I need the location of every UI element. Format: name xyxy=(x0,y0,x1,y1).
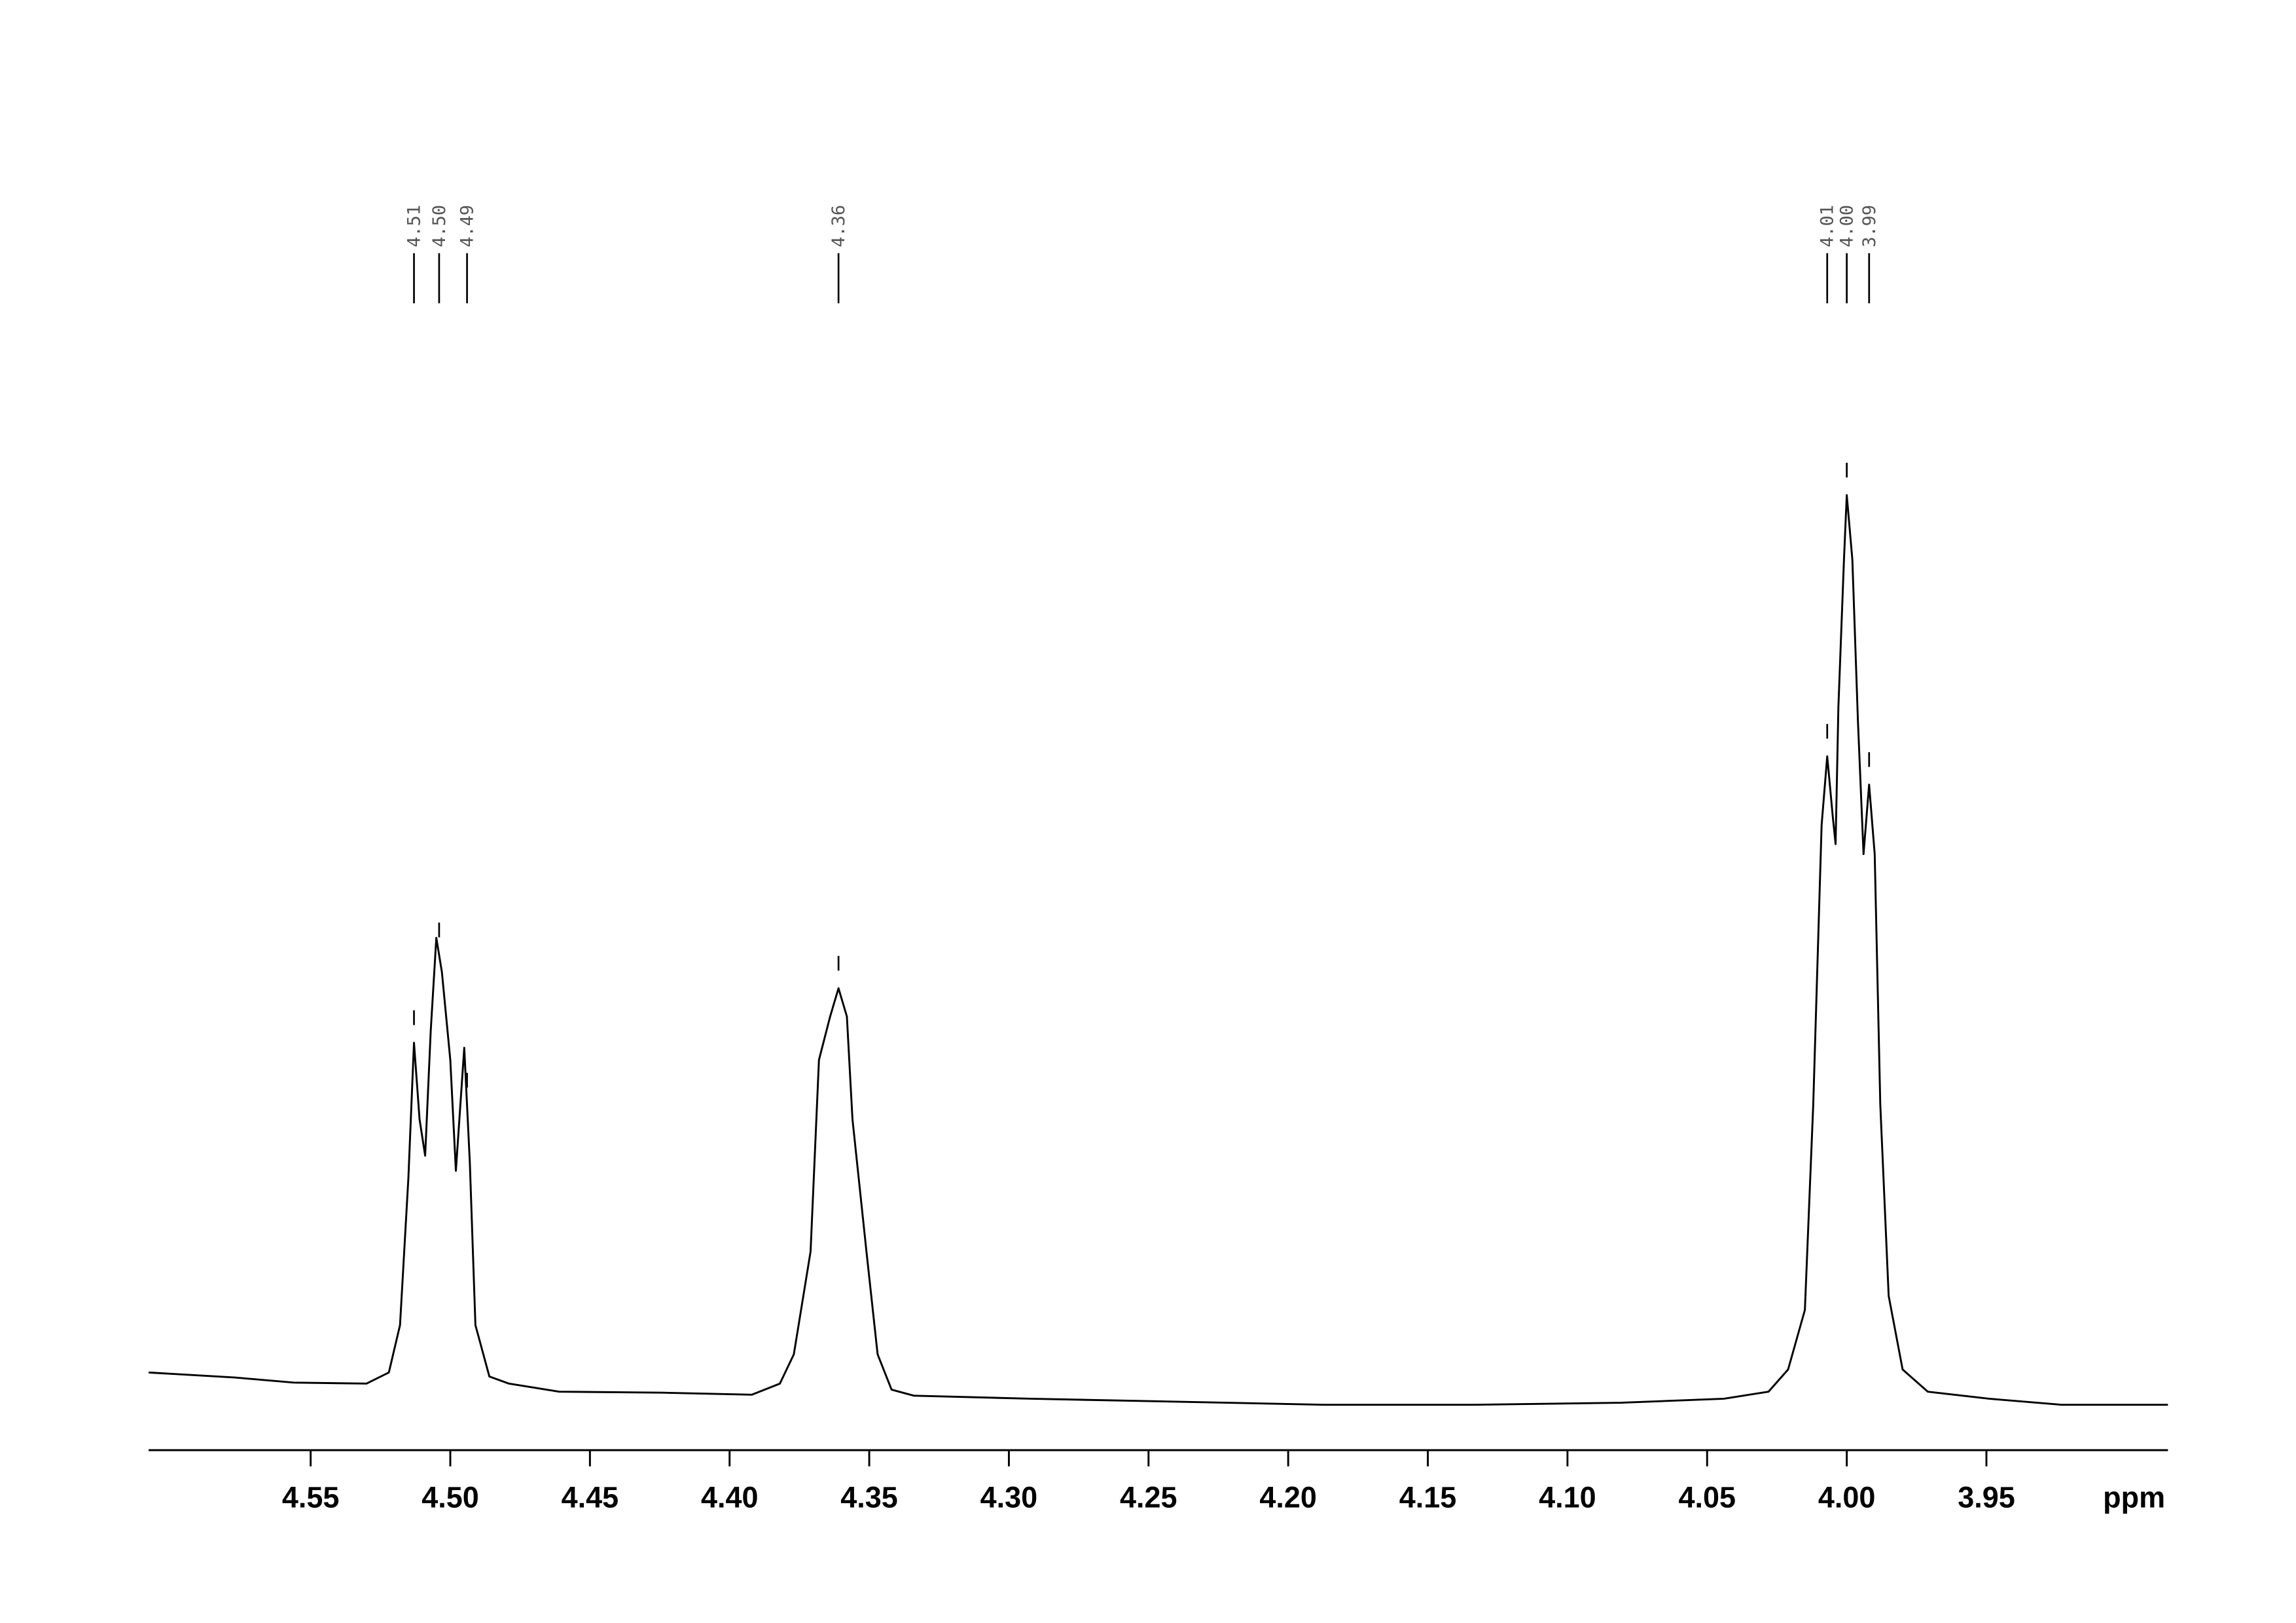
peak-label: 4.49 xyxy=(457,205,478,247)
x-tick-label: 4.20 xyxy=(1259,1481,1317,1514)
peak-label: 4.00 xyxy=(1837,205,1857,247)
x-axis-label: ppm xyxy=(2103,1481,2165,1514)
peak-label: 4.01 xyxy=(1818,205,1838,247)
x-tick-label: 4.05 xyxy=(1678,1481,1736,1514)
x-tick-label: 4.30 xyxy=(980,1481,1038,1514)
x-tick-label: 4.15 xyxy=(1399,1481,1457,1514)
x-tick-label: 4.55 xyxy=(282,1481,340,1514)
peak-label: 4.50 xyxy=(429,205,450,247)
peak-label: 4.51 xyxy=(404,205,425,247)
x-tick-label: 4.35 xyxy=(840,1481,898,1514)
x-tick-label: 4.00 xyxy=(1818,1481,1876,1514)
peak-label: 4.36 xyxy=(829,205,849,247)
x-tick-label: 4.50 xyxy=(422,1481,479,1514)
spectrum-line xyxy=(149,494,2168,1406)
x-tick-label: 4.25 xyxy=(1120,1481,1177,1514)
x-tick-label: 4.40 xyxy=(701,1481,759,1514)
peak-label: 3.99 xyxy=(1859,205,1880,247)
x-tick-label: 4.45 xyxy=(562,1481,619,1514)
x-tick-label: 3.95 xyxy=(1958,1481,2015,1514)
x-tick-label: 4.10 xyxy=(1539,1481,1596,1514)
